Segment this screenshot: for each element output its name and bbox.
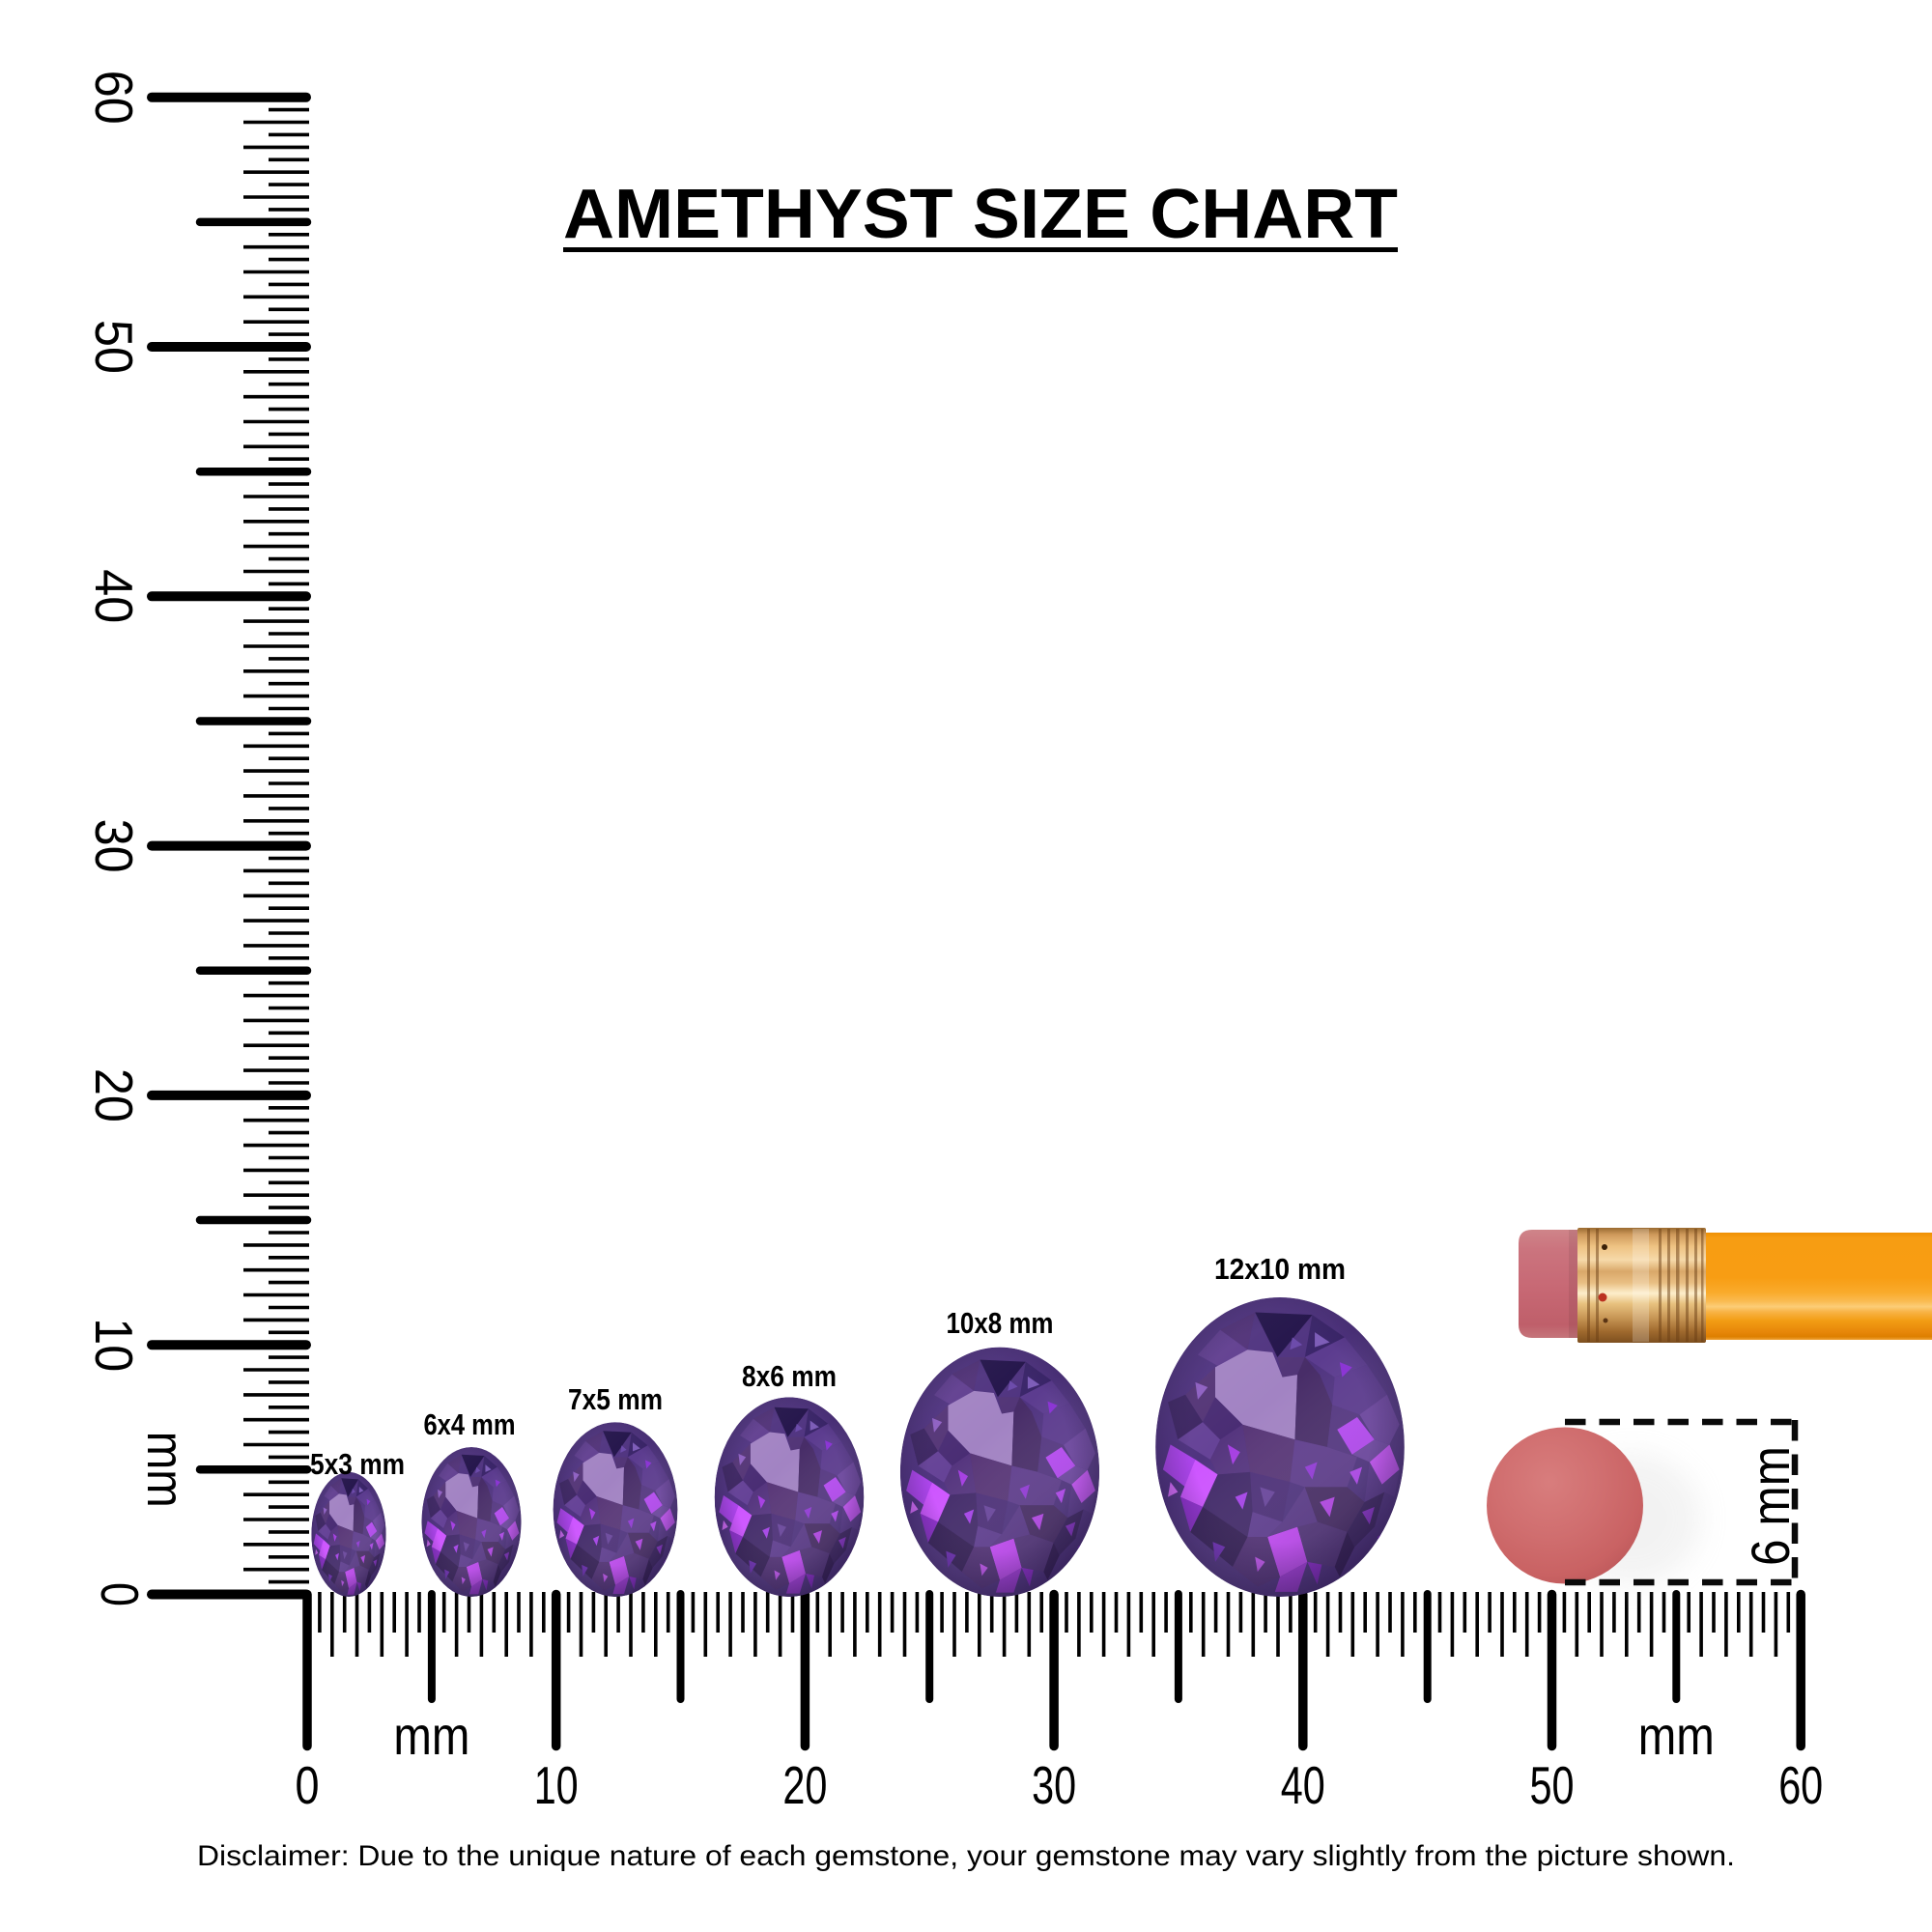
svg-text:40: 40 — [84, 569, 144, 623]
svg-text:40: 40 — [1281, 1755, 1325, 1815]
svg-text:10: 10 — [84, 1318, 144, 1372]
svg-text:5x3 mm: 5x3 mm — [310, 1447, 405, 1481]
svg-text:mm: mm — [136, 1432, 194, 1508]
svg-text:0: 0 — [90, 1582, 150, 1606]
svg-text:AMETHYST SIZE CHART: AMETHYST SIZE CHART — [563, 176, 1398, 253]
svg-text:50: 50 — [1530, 1755, 1575, 1815]
svg-text:8x6 mm: 8x6 mm — [742, 1359, 837, 1393]
svg-text:20: 20 — [782, 1755, 827, 1815]
svg-text:30: 30 — [84, 819, 144, 873]
svg-text:12x10 mm: 12x10 mm — [1214, 1252, 1346, 1286]
svg-text:mm: mm — [393, 1705, 469, 1766]
svg-text:6 mm: 6 mm — [1740, 1446, 1801, 1566]
svg-text:7x5 mm: 7x5 mm — [568, 1382, 663, 1416]
svg-text:60: 60 — [1778, 1755, 1823, 1815]
svg-text:30: 30 — [1032, 1755, 1076, 1815]
svg-text:50: 50 — [84, 320, 144, 374]
svg-text:10x8 mm: 10x8 mm — [947, 1306, 1054, 1340]
svg-text:6x4 mm: 6x4 mm — [424, 1407, 516, 1441]
svg-text:10: 10 — [534, 1755, 579, 1815]
svg-text:20: 20 — [84, 1068, 144, 1122]
svg-text:mm: mm — [1638, 1705, 1715, 1766]
svg-text:60: 60 — [84, 71, 144, 125]
svg-text:0: 0 — [296, 1755, 320, 1815]
svg-text:Disclaimer: Due to the unique: Disclaimer: Due to the unique nature of … — [197, 1840, 1735, 1872]
